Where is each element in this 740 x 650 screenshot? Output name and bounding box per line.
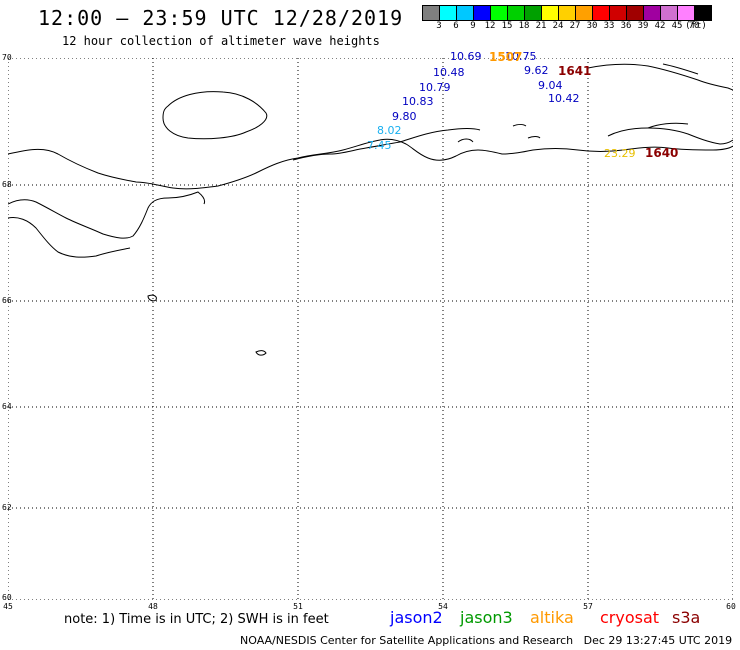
page-subtitle: 12 hour collection of altimeter wave hei… xyxy=(62,34,380,48)
legend-label: 9 xyxy=(470,21,476,31)
wave-value: 10.79 xyxy=(419,81,451,94)
legend-label: 12 xyxy=(484,21,496,31)
legend-swatch xyxy=(507,5,524,21)
wave-value: 7.45 xyxy=(367,139,392,152)
units-note: note: 1) Time is in UTC; 2) SWH is in fe… xyxy=(64,612,329,627)
wave-value: 9.62 xyxy=(524,64,549,77)
legend-swatch xyxy=(592,5,609,21)
legend-label: (ft) xyxy=(685,21,707,31)
lon-label-45: 45 xyxy=(3,602,13,611)
legend-swatch xyxy=(677,5,694,21)
legend-label: 24 xyxy=(552,21,564,31)
legend-label: 27 xyxy=(569,21,581,31)
legend-label: 3 xyxy=(436,21,442,31)
legend-swatch xyxy=(694,5,712,21)
legend-label: 6 xyxy=(453,21,459,31)
wave-value: 1641 xyxy=(558,64,592,78)
legend-swatch xyxy=(439,5,456,21)
legend-swatch xyxy=(541,5,558,21)
lon-label-48: 48 xyxy=(148,602,158,611)
legend-swatch xyxy=(626,5,643,21)
legend-label: 30 xyxy=(586,21,598,31)
wave-value: 8.02 xyxy=(377,124,402,137)
map-grid xyxy=(8,58,733,600)
legend-label: 45 xyxy=(671,21,683,31)
wave-value: 9.04 xyxy=(538,79,563,92)
wave-value: 10.48 xyxy=(433,66,465,79)
lon-label-60: 60 xyxy=(726,602,736,611)
legend-swatch xyxy=(558,5,575,21)
wave-height-map xyxy=(8,58,733,600)
lon-label-57: 57 xyxy=(583,602,593,611)
lon-label-54: 54 xyxy=(438,602,448,611)
wave-value: 1640 xyxy=(645,146,679,160)
color-scale-legend xyxy=(422,5,712,21)
wave-value: 10.69 xyxy=(450,50,482,63)
lat-label-62: 62 xyxy=(2,503,12,512)
satellite-label-altika: altika xyxy=(530,608,574,627)
lat-label-68: 68 xyxy=(2,180,12,189)
legend-label: 36 xyxy=(620,21,632,31)
lon-label-51: 51 xyxy=(293,602,303,611)
legend-swatch xyxy=(456,5,473,21)
wave-value: 23.29 xyxy=(604,147,636,160)
coastline xyxy=(8,63,733,356)
lat-label-64: 64 xyxy=(2,402,12,411)
legend-swatch xyxy=(422,5,439,21)
legend-label: 39 xyxy=(637,21,649,31)
legend-label: 33 xyxy=(603,21,615,31)
credit-line: NOAA/NESDIS Center for Satellite Applica… xyxy=(240,634,733,647)
legend-swatch xyxy=(575,5,592,21)
legend-label: 21 xyxy=(535,21,547,31)
wave-value: 9.80 xyxy=(392,110,417,123)
lat-label-60: 60 xyxy=(2,593,12,602)
legend-swatch xyxy=(660,5,677,21)
legend-swatch xyxy=(490,5,507,21)
legend-swatch xyxy=(609,5,626,21)
lat-label-66: 66 xyxy=(2,296,12,305)
legend-label: 15 xyxy=(501,21,513,31)
satellite-label-jason2: jason2 xyxy=(390,608,443,627)
legend-label: 18 xyxy=(518,21,530,31)
wave-value: 1507 xyxy=(489,50,523,64)
wave-value: 10.42 xyxy=(548,92,580,105)
satellite-label-cryosat: cryosat xyxy=(600,608,660,627)
satellite-label-jason3: jason3 xyxy=(460,608,513,627)
lat-label-70: 70 xyxy=(2,53,12,62)
satellite-label-s3a: s3a xyxy=(672,608,701,627)
page-title: 12:00 – 23:59 UTC 12/28/2019 xyxy=(38,6,404,30)
legend-swatch xyxy=(643,5,660,21)
legend-label: 70 xyxy=(688,21,700,31)
wave-value: 10.83 xyxy=(402,95,434,108)
legend-swatch xyxy=(473,5,490,21)
legend-swatch xyxy=(524,5,541,21)
legend-label: 42 xyxy=(654,21,666,31)
wave-value: 10.75 xyxy=(505,50,537,63)
